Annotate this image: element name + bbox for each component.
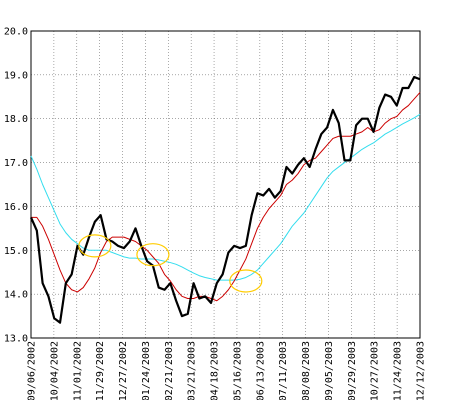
x-tick-label: 07/11/2003 <box>278 341 289 400</box>
x-tick-label: 12/12/2003 <box>416 341 427 400</box>
y-tick-label: 17.0 <box>4 158 28 169</box>
x-tick-label: 01/24/2003 <box>141 341 152 400</box>
annotation-ellipse <box>229 269 263 293</box>
x-tick-label: 02/21/2003 <box>164 341 175 400</box>
y-tick-label: 16.0 <box>4 202 28 213</box>
x-tick-label: 11/29/2002 <box>95 341 106 400</box>
x-axis: 09/06/2002 10/04/2002 11/01/2002 11/29/2002… <box>27 341 427 400</box>
x-tick-label: 09/05/2003 <box>324 341 335 400</box>
x-tick-label: 06/13/2003 <box>255 341 266 400</box>
x-tick-label: 10/27/2003 <box>370 341 381 400</box>
y-tick-label: 13.0 <box>4 334 28 345</box>
x-tick-label: 09/29/2003 <box>347 341 358 400</box>
series-line-price <box>29 75 421 324</box>
y-tick-label: 19.0 <box>4 70 28 81</box>
x-tick-label: 08/08/2003 <box>301 341 312 400</box>
y-axis: 13.0 14.0 15.0 16.0 17.0 18.0 19.0 20.0 <box>4 27 28 345</box>
x-tick-label: 10/04/2002 <box>49 341 60 400</box>
x-tick-label: 12/27/2002 <box>118 341 129 400</box>
x-tick-label: 05/16/2003 <box>232 341 243 400</box>
annotations <box>78 234 263 293</box>
x-tick-label: 03/21/2003 <box>187 341 198 400</box>
y-tick-label: 18.0 <box>4 114 28 125</box>
annotation-ellipse <box>136 243 170 267</box>
x-tick-label: 11/01/2002 <box>72 341 83 400</box>
y-tick-label: 20.0 <box>4 27 28 38</box>
series-line-cyan <box>30 113 421 281</box>
x-tick-label: 11/24/2003 <box>393 341 404 400</box>
series-lines <box>29 75 421 324</box>
x-tick-label: 09/06/2002 <box>27 341 38 400</box>
annotation-ellipse <box>78 234 112 258</box>
x-tick-label: 04/18/2003 <box>210 341 221 400</box>
y-tick-label: 14.0 <box>4 290 28 301</box>
plot-frame <box>30 30 421 339</box>
y-tick-label: 15.0 <box>4 246 28 257</box>
